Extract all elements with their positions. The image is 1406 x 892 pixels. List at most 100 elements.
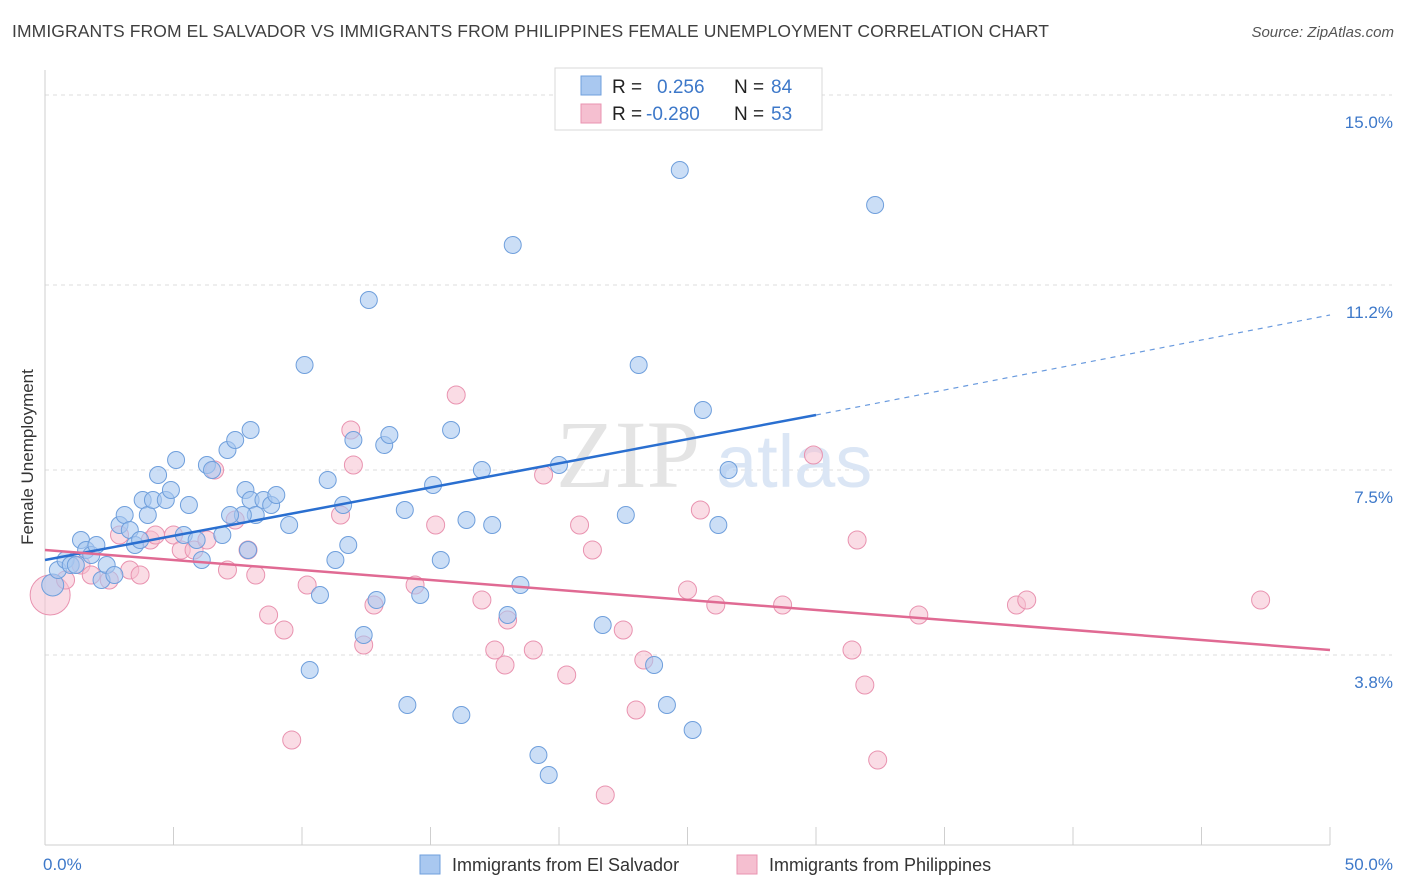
legend-el-salvador-swatch — [419, 854, 441, 875]
el-salvador-point — [149, 466, 168, 484]
philippines-point — [523, 640, 543, 660]
n-value-2: 53 — [771, 104, 792, 125]
el-salvador-point — [539, 766, 558, 784]
el-salvador-point — [398, 696, 417, 714]
el-salvador-point — [498, 606, 517, 624]
el-salvador-point — [645, 656, 664, 674]
philippines-point — [773, 595, 793, 615]
el-salvador-point — [593, 616, 612, 634]
legend-el-salvador-label: Immigrants from El Salvador — [452, 855, 679, 875]
el-salvador-point — [105, 566, 124, 584]
philippines-point — [847, 530, 867, 550]
philippines-point — [595, 785, 615, 805]
el-salvador-point — [529, 746, 548, 764]
philippines-point — [855, 675, 875, 695]
r-value-2: -0.280 — [646, 104, 700, 125]
el-salvador-point — [115, 506, 134, 524]
el-salvador-point — [380, 426, 399, 444]
philippines-point — [343, 455, 363, 475]
el-salvador-point — [354, 626, 373, 644]
trend-lines — [44, 314, 1331, 652]
n-value-1: 84 — [771, 77, 793, 98]
el-salvador-point — [693, 401, 712, 419]
philippines-point — [570, 515, 590, 535]
watermark-zip: ZIP — [556, 401, 700, 508]
philippines-point — [426, 515, 446, 535]
x-tick-label-min: 0.0% — [43, 855, 82, 874]
el-salvador-point — [457, 511, 476, 529]
el-salvador-point — [167, 451, 186, 469]
el-salvador-point — [442, 421, 461, 439]
el-salvador-point — [503, 236, 522, 254]
philippines-point — [246, 565, 266, 585]
el-salvador-point — [367, 591, 386, 609]
philippines-point — [678, 580, 697, 600]
philippines-point — [282, 730, 302, 750]
y-axis-label: Female Unemployment — [18, 369, 37, 545]
el-salvador-point — [203, 461, 222, 479]
philippines-point — [626, 700, 646, 720]
philippines-point — [842, 640, 862, 660]
philippines-point — [1251, 590, 1271, 610]
el-salvador-point — [187, 531, 206, 549]
el-salvador-point — [616, 506, 635, 524]
philippines-point — [130, 565, 150, 585]
y-axis-label-group: Female Unemployment — [18, 369, 37, 545]
el-salvador-point — [161, 481, 180, 499]
el-salvador-point — [411, 586, 430, 604]
el-salvador-point — [267, 486, 286, 504]
el-salvador-point — [866, 196, 885, 214]
watermark: ZIP atlas — [556, 401, 872, 508]
philippines-point — [690, 500, 710, 520]
el-salvador-point — [221, 506, 240, 524]
philippines-point — [706, 595, 726, 615]
el-salvador-point — [719, 461, 738, 479]
el-salvador-point — [657, 696, 676, 714]
x-tick-label-max: 50.0% — [1345, 855, 1393, 874]
y-tick-label: 3.8% — [1354, 673, 1393, 692]
y-tick-label: 7.5% — [1354, 488, 1393, 507]
el-salvador-point — [138, 506, 157, 524]
philippines-point — [446, 385, 466, 405]
el-salvador-point — [226, 431, 245, 449]
el-salvador-point — [66, 556, 85, 574]
watermark-atlas: atlas — [716, 420, 872, 503]
gridlines — [45, 94, 1392, 656]
el-salvador-point — [239, 541, 258, 559]
el-salvador-point — [683, 721, 702, 739]
philippines-point — [868, 750, 888, 770]
el-salvador-point — [213, 526, 232, 544]
r-value-1: 0.256 — [657, 77, 705, 98]
chart-title: IMMIGRANTS FROM EL SALVADOR VS IMMIGRANT… — [12, 21, 1050, 41]
philippines-point — [274, 620, 294, 640]
philippines-point — [472, 590, 492, 610]
el-salvador-point — [359, 291, 378, 309]
axes — [44, 70, 1331, 846]
el-salvador-point — [241, 421, 260, 439]
philippines-point — [297, 575, 317, 595]
r-label-2: R = — [612, 104, 642, 125]
philippines-point — [1017, 590, 1037, 610]
el-salvador-trend-line — [44, 413, 817, 562]
philippines-point — [909, 605, 929, 625]
source-label: Source: ZipAtlas.com — [1251, 24, 1394, 41]
legend-philippines-label: Immigrants from Philippines — [769, 855, 991, 875]
philippines-point — [259, 605, 279, 625]
philippines-point — [495, 655, 515, 675]
el-salvador-swatch — [580, 75, 602, 96]
el-salvador-point — [709, 516, 728, 534]
philippines-point — [803, 445, 823, 465]
legend-philippines-swatch — [736, 854, 758, 875]
philippines-trend-line — [44, 548, 1331, 652]
el-salvador-point — [280, 516, 299, 534]
el-salvador-point — [431, 551, 450, 569]
n-label-2: N = — [734, 104, 764, 125]
el-salvador-point — [670, 161, 689, 179]
el-salvador-point — [344, 431, 363, 449]
el-salvador-point — [300, 661, 319, 679]
r-label-1: R = — [612, 77, 642, 98]
el-salvador-point — [192, 551, 211, 569]
el-salvador-trend-extension — [815, 314, 1331, 416]
stats-legend: R = 0.256 N = 84 R = -0.280 N = 53 — [554, 67, 823, 131]
philippines-swatch — [580, 103, 602, 124]
